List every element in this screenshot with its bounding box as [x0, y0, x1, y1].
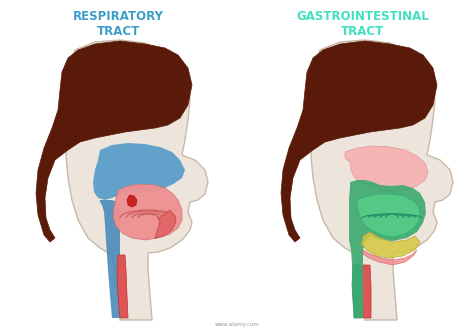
Polygon shape [93, 143, 185, 200]
Polygon shape [357, 194, 420, 237]
Polygon shape [349, 180, 426, 318]
Polygon shape [361, 232, 420, 258]
Polygon shape [345, 146, 428, 192]
Polygon shape [352, 265, 362, 318]
Polygon shape [127, 195, 137, 207]
Text: RESPIRATORY
TRACT: RESPIRATORY TRACT [73, 10, 164, 38]
Polygon shape [100, 200, 120, 318]
Polygon shape [363, 250, 417, 265]
Polygon shape [113, 184, 182, 240]
Polygon shape [311, 40, 453, 320]
Text: GASTROINTESTINAL
TRACT: GASTROINTESTINAL TRACT [297, 10, 429, 38]
Polygon shape [66, 40, 208, 320]
Polygon shape [155, 210, 176, 238]
Polygon shape [281, 41, 437, 242]
Polygon shape [117, 255, 128, 318]
Text: www.alamy.com: www.alamy.com [215, 322, 259, 327]
Polygon shape [36, 41, 192, 242]
Polygon shape [362, 265, 371, 318]
